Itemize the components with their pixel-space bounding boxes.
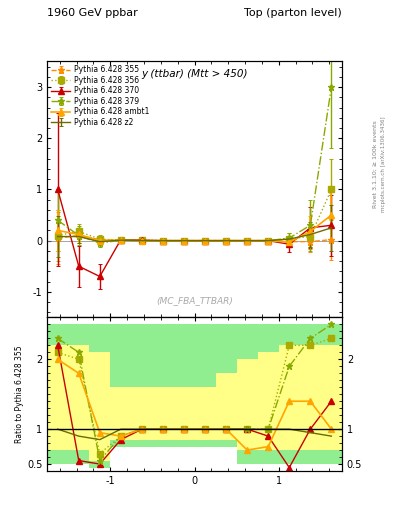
Text: Rivet 3.1.10; ≥ 100k events: Rivet 3.1.10; ≥ 100k events [373,120,378,208]
Text: y (ttbar) (Mtt > 450): y (ttbar) (Mtt > 450) [141,69,248,79]
Legend: Pythia 6.428 355, Pythia 6.428 356, Pythia 6.428 370, Pythia 6.428 379, Pythia 6: Pythia 6.428 355, Pythia 6.428 356, Pyth… [50,63,151,129]
Text: Top (parton level): Top (parton level) [244,8,342,18]
Text: 1960 GeV ppbar: 1960 GeV ppbar [47,8,138,18]
Text: (MC_FBA_TTBAR): (MC_FBA_TTBAR) [156,295,233,305]
Text: mcplots.cern.ch [arXiv:1306.3436]: mcplots.cern.ch [arXiv:1306.3436] [381,116,386,211]
Y-axis label: Ratio to Pythia 6.428 355: Ratio to Pythia 6.428 355 [15,346,24,443]
